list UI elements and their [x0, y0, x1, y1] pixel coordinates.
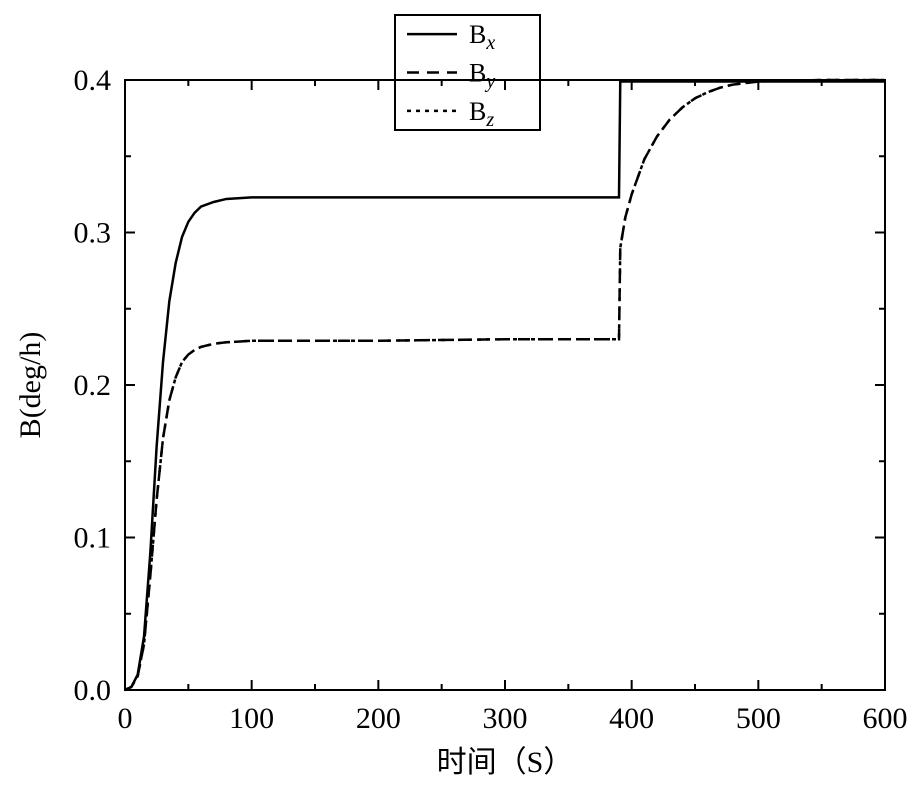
x-tick-label: 0	[118, 702, 133, 735]
y-tick-label: 0.0	[74, 674, 112, 707]
legend-label-Bx: Bx	[469, 20, 495, 54]
x-tick-label: 300	[483, 702, 528, 735]
y-tick-label: 0.3	[74, 217, 112, 250]
y-tick-label: 0.2	[74, 369, 112, 402]
series-Bz	[125, 80, 885, 690]
legend-label-Bz: Bz	[469, 97, 494, 131]
x-tick-label: 600	[863, 702, 908, 735]
x-tick-label: 400	[609, 702, 654, 735]
series-By	[125, 80, 885, 690]
x-tick-label: 200	[356, 702, 401, 735]
y-axis-label: B(deg/h)	[14, 332, 47, 439]
x-axis-label: 时间（S）	[437, 746, 574, 779]
chart-container: 0 100 200 300 400 500 600 时间（S） 0.0 0.1 0.2 0.3 0.4 B…	[0, 0, 922, 797]
series-Bx	[125, 82, 885, 690]
x-tick-label: 500	[736, 702, 781, 735]
plot-frame	[125, 80, 885, 690]
x-tick-label: 100	[229, 702, 274, 735]
line-chart: 0 100 200 300 400 500 600 时间（S） 0.0 0.1 0.2 0.3 0.4 B…	[0, 0, 922, 797]
y-tick-label: 0.1	[74, 522, 112, 555]
legend-label-By: By	[469, 59, 495, 93]
y-tick-label: 0.4	[74, 64, 112, 97]
